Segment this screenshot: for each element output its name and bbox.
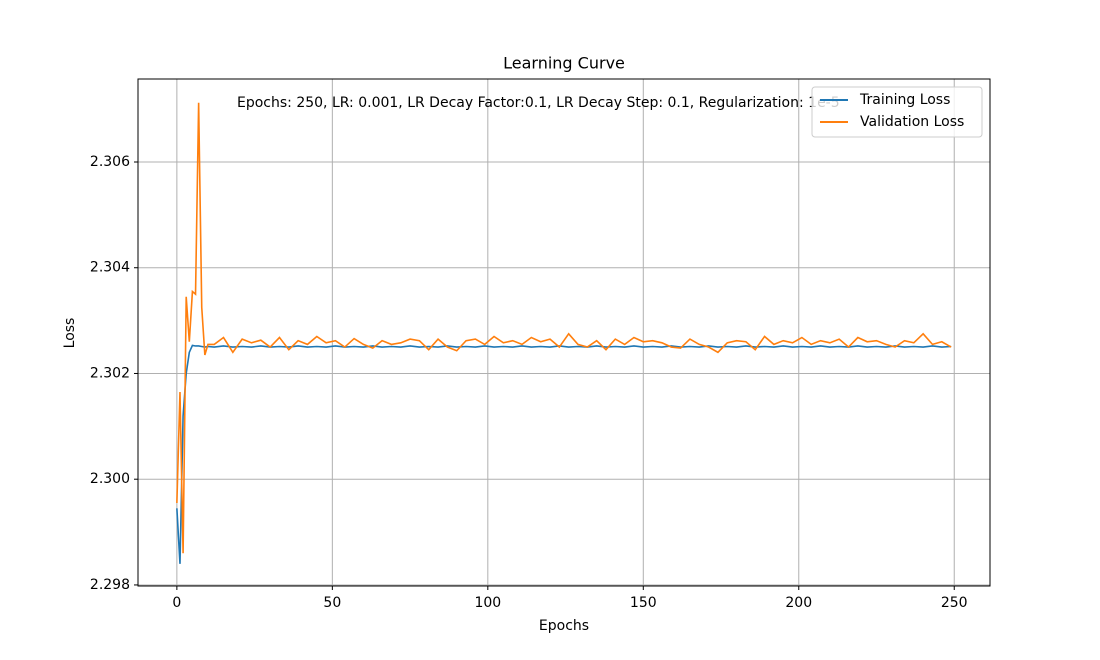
- x-tick-label: 0: [172, 595, 181, 611]
- y-tick-label: 2.302: [90, 365, 130, 381]
- legend-box: [811, 86, 983, 138]
- x-tick-label: 250: [941, 595, 968, 611]
- chart-title: Learning Curve: [503, 54, 625, 73]
- y-axis-label: Loss: [62, 318, 78, 349]
- x-tick-label: 100: [474, 595, 501, 611]
- axes-frame: [137, 78, 991, 587]
- x-tick-label: 200: [785, 595, 812, 611]
- legend-label: Validation Loss: [860, 114, 964, 130]
- x-tick-label: 150: [630, 595, 657, 611]
- y-tick-label: 2.306: [90, 154, 130, 170]
- legend-label: Training Loss: [859, 92, 950, 108]
- x-tick-label: 50: [323, 595, 341, 611]
- x-axis-label: Epochs: [539, 618, 589, 634]
- y-tick-label: 2.300: [90, 471, 130, 487]
- annotation: Epochs: 250, LR: 0.001, LR Decay Factor:…: [237, 95, 840, 111]
- data-line: [176, 102, 952, 554]
- data-line: [176, 344, 952, 564]
- y-tick-label: 2.298: [90, 577, 130, 593]
- y-tick-label: 2.304: [90, 260, 130, 276]
